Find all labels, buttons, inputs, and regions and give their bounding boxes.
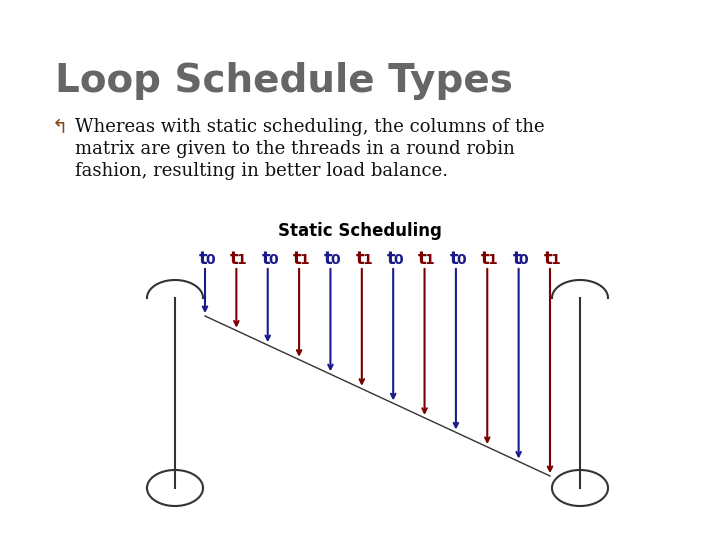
Text: Static Scheduling: Static Scheduling [278,222,442,240]
Text: 1: 1 [487,253,497,267]
Text: 1: 1 [425,253,434,267]
Text: 1: 1 [550,253,560,267]
Text: t: t [513,250,521,268]
Text: t: t [230,250,238,268]
Text: 0: 0 [519,253,528,267]
Text: Loop Schedule Types: Loop Schedule Types [55,62,513,100]
Text: 0: 0 [268,253,277,267]
Text: t: t [387,250,395,268]
Text: matrix are given to the threads in a round robin: matrix are given to the threads in a rou… [75,140,515,158]
Text: t: t [544,250,552,268]
Text: Whereas with static scheduling, the columns of the: Whereas with static scheduling, the colu… [75,118,544,136]
Text: t: t [449,250,458,268]
Text: t: t [261,250,270,268]
Text: t: t [481,250,490,268]
Text: 0: 0 [330,253,341,267]
Text: 0: 0 [205,253,215,267]
Text: ↰: ↰ [52,118,68,137]
Text: t: t [324,250,333,268]
Text: fashion, resulting in better load balance.: fashion, resulting in better load balanc… [75,162,448,180]
Text: t: t [199,250,207,268]
Text: 1: 1 [362,253,372,267]
Text: t: t [356,250,364,268]
Text: 0: 0 [456,253,466,267]
Text: 0: 0 [393,253,403,267]
Text: t: t [418,250,427,268]
Text: t: t [293,250,302,268]
Text: 1: 1 [236,253,246,267]
Text: 1: 1 [300,253,309,267]
